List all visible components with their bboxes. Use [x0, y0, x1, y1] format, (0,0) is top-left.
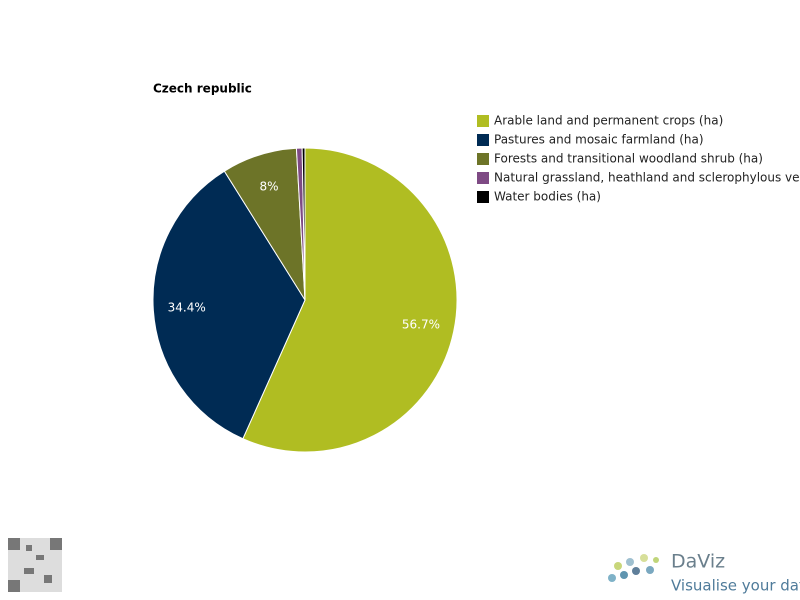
- legend-label: Natural grassland, heathland and sclerop…: [494, 171, 800, 185]
- legend-swatch: [477, 153, 489, 165]
- pie-slice: [152, 170, 306, 440]
- pie-slice: [301, 147, 306, 301]
- legend-label: Arable land and permanent crops (ha): [494, 114, 723, 128]
- legend-label: Water bodies (ha): [494, 190, 601, 204]
- legend-swatch: [477, 134, 489, 146]
- value-labels: 56.7% 34.4% 8%: [168, 180, 440, 332]
- chart-title: Czech republic: [153, 82, 252, 96]
- brand: DaViz: [671, 551, 725, 573]
- legend-swatch: [477, 191, 489, 203]
- value-label: 56.7%: [402, 317, 440, 331]
- legend-swatch: [477, 172, 489, 184]
- legend: Arable land and permanent crops (ha) Past…: [477, 114, 800, 204]
- pie: [152, 147, 458, 453]
- legend-swatch: [477, 115, 489, 127]
- qr-code: [8, 538, 62, 592]
- legend-label: Pastures and mosaic farmland (ha): [494, 133, 704, 147]
- logo: DaViz Visualise your data: [608, 551, 800, 595]
- value-label: 8%: [260, 180, 279, 194]
- tagline: Visualise your data: [671, 577, 800, 595]
- pie-slice: [242, 147, 458, 453]
- value-label: 34.4%: [168, 301, 206, 315]
- legend-label: Forests and transitional woodland shrub …: [494, 152, 763, 166]
